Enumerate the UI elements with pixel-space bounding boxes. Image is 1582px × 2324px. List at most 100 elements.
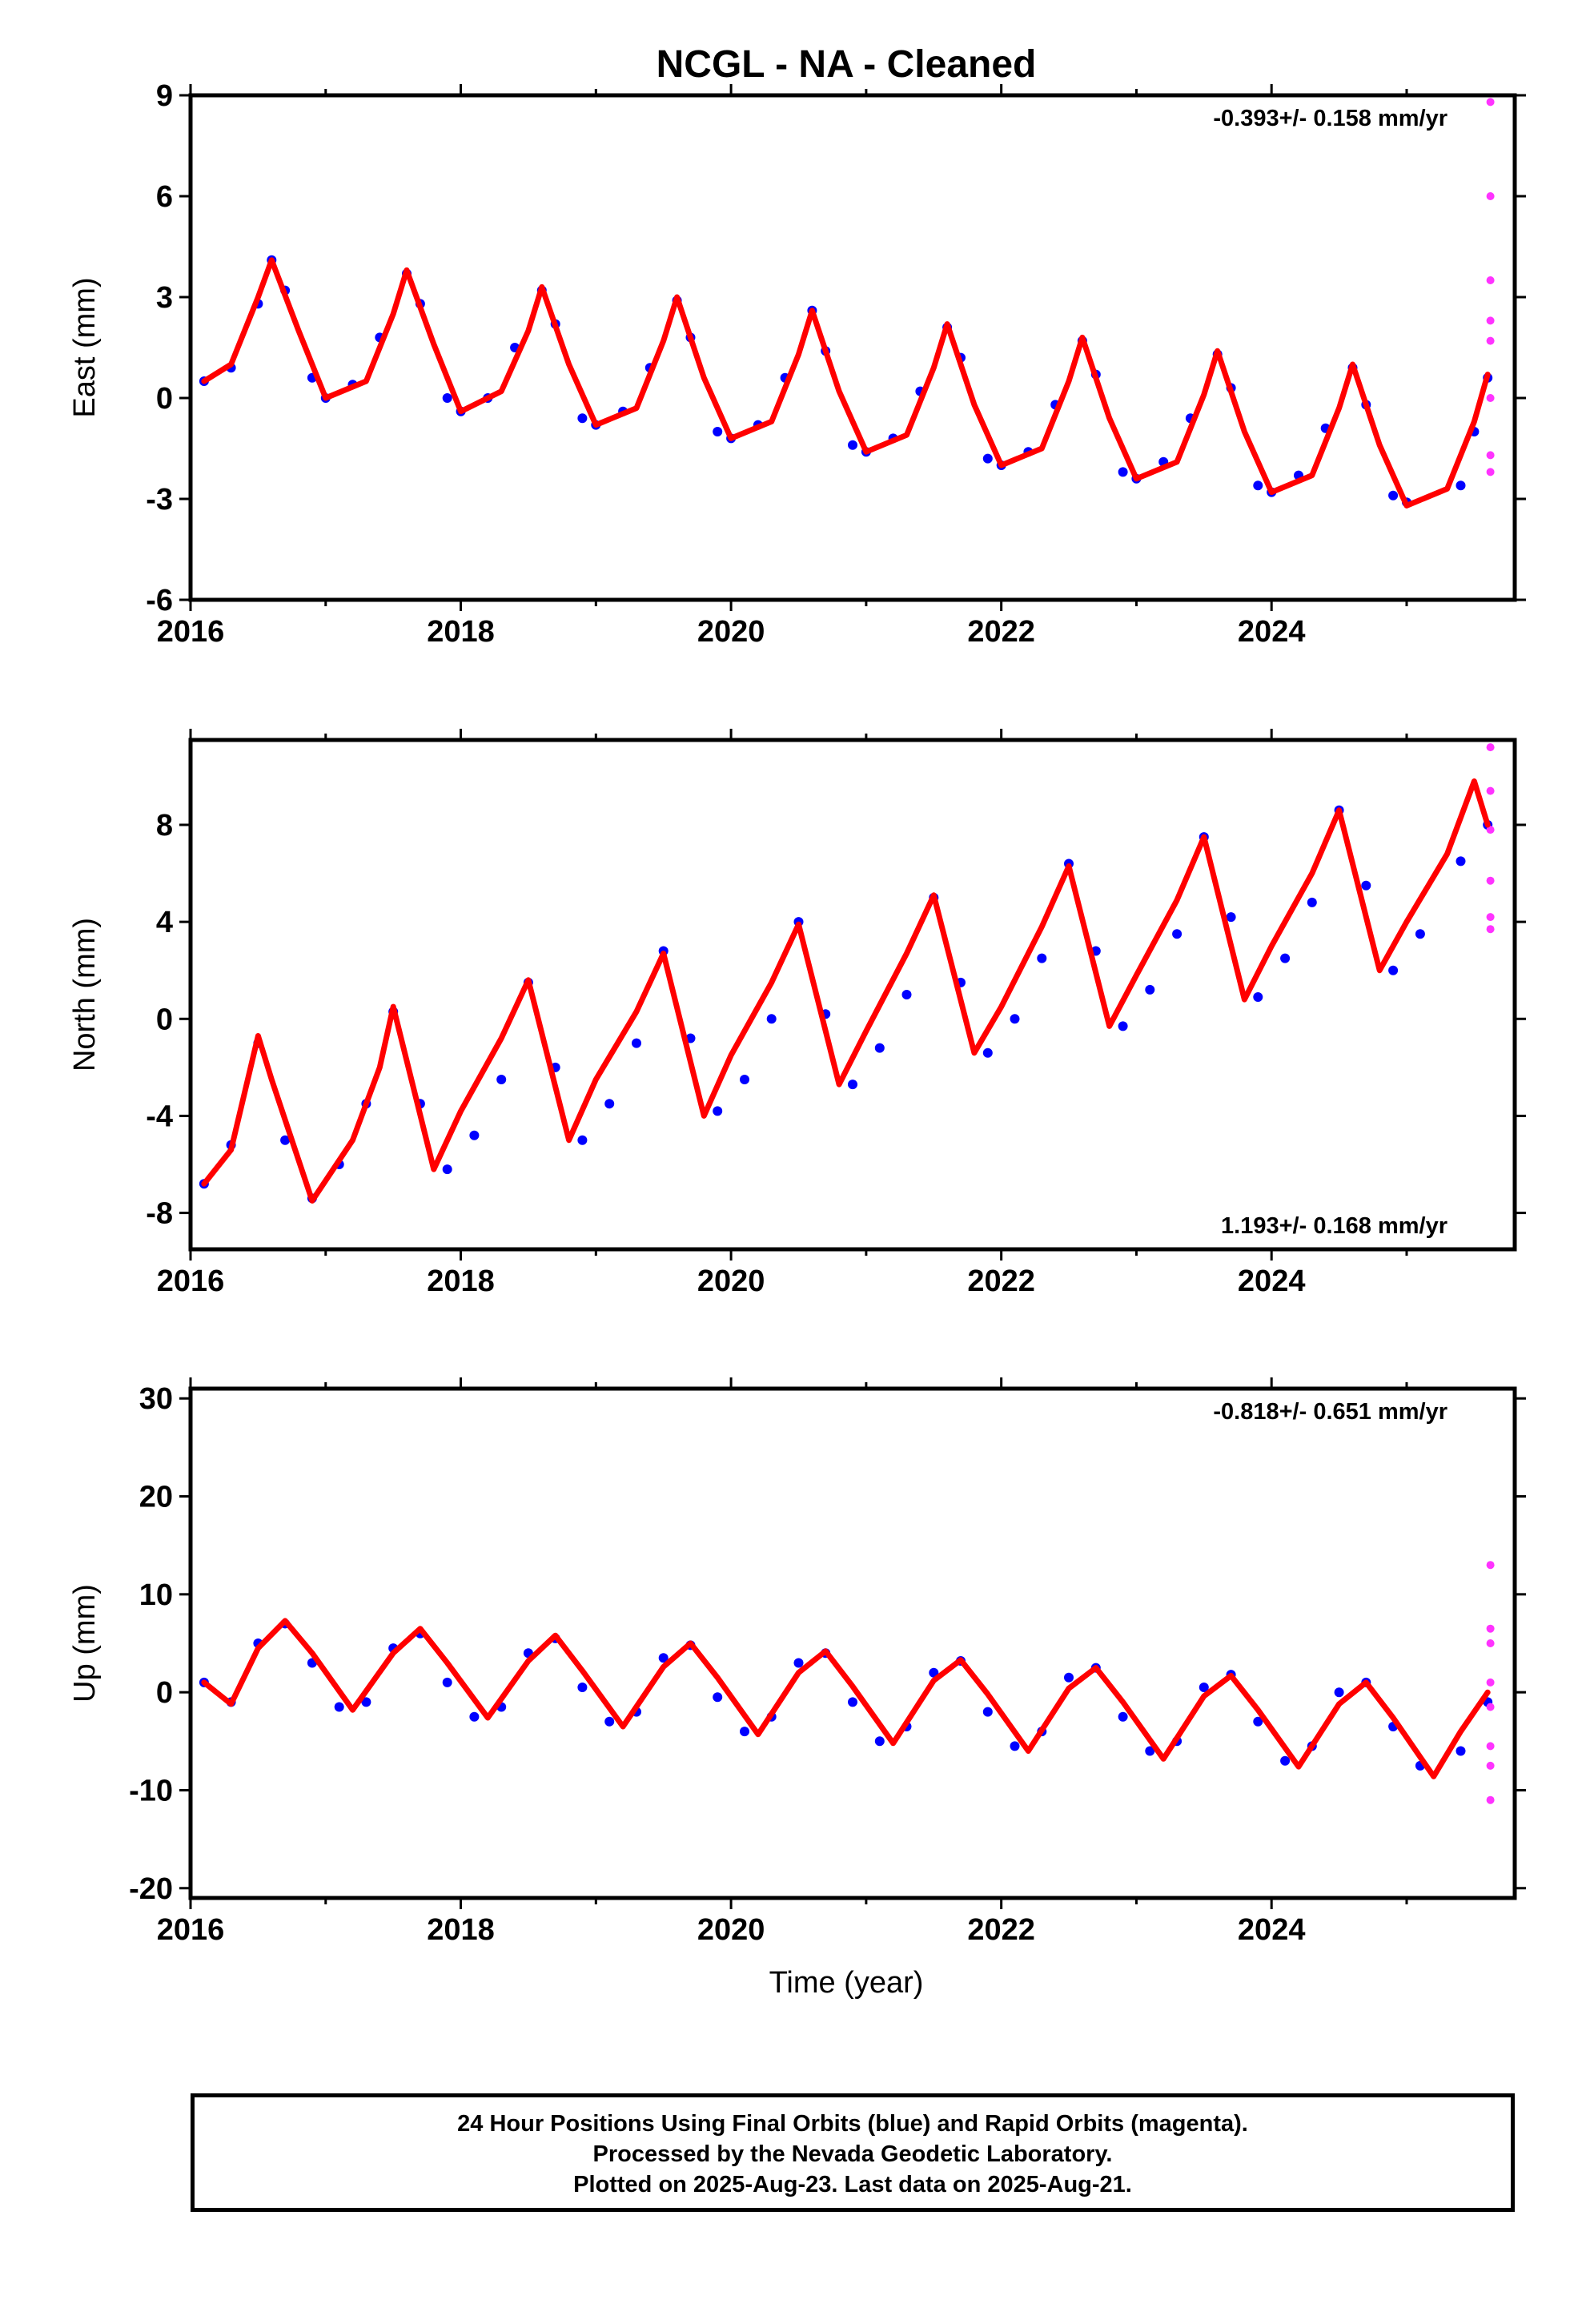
x-tick-label: 2020 [697,615,765,649]
final-orbit-point [1037,953,1047,963]
rapid-orbit-point [1486,826,1495,834]
rapid-orbit-point [1486,1678,1495,1687]
final-orbit-point [1280,953,1291,963]
final-orbit-point [901,990,912,999]
rapid-orbit-point [1486,913,1495,922]
final-orbit-point [1064,1672,1074,1683]
final-orbit-point [740,1727,749,1737]
final-orbit-point [1118,1021,1128,1031]
panel-1: 2016 2018 2020 2022 2024 9 6 3 0 -3 -6 East (mm) -0.… [68,79,1526,649]
y-tick-label: -20 [129,1872,173,1906]
caption-line-2: Processed by the Nevada Geodetic Laborat… [592,2141,1113,2167]
x-tick-label: 2016 [157,1265,225,1298]
final-orbit-point [1280,1755,1291,1766]
y-tick-label: 6 [156,180,173,214]
final-orbit-point [1388,965,1399,975]
panel-2: 2016 2018 2020 2022 2024 8 4 0 -4 -8 North (mm) 1.1… [68,729,1526,1298]
final-orbit-point [604,1716,615,1727]
y-tick-label: 4 [156,906,173,939]
final-orbit-point [1307,897,1317,907]
y-tick-label: -6 [146,584,173,617]
rapid-orbit-point [1486,1561,1495,1570]
y-axis-label: East (mm) [68,277,102,417]
final-orbit-point [929,1667,939,1678]
final-orbit-point [1253,992,1263,1002]
final-orbit-point [982,453,993,464]
y-tick-label: -8 [146,1197,173,1231]
final-orbit-point [658,1653,669,1663]
y-tick-label: 0 [156,1003,173,1036]
model-curve [201,778,1491,1204]
rapid-orbit-point [1486,394,1495,402]
final-orbit-point [1118,1711,1128,1722]
final-orbit-point [848,1697,857,1707]
final-orbit-point [469,1130,480,1140]
final-orbit-point [1456,480,1466,491]
rapid-orbit-point [1486,192,1495,200]
rapid-orbit-point [1486,1624,1495,1633]
final-orbit-point [740,1075,749,1084]
y-axis-label: North (mm) [68,918,102,1072]
y-tick-label: 3 [156,281,173,315]
final-orbit-point [442,1164,452,1175]
final-orbit-point [1172,929,1182,939]
x-axis-label: Time (year) [769,1966,924,2000]
final-orbit-point [469,1711,480,1722]
x-tick-label: 2018 [427,1265,495,1298]
final-orbit-point [874,1736,885,1747]
final-orbit-point [982,1707,993,1717]
x-tick-label: 2020 [697,1913,765,1947]
y-tick-label: 30 [139,1382,173,1416]
model-curve [201,1618,1491,1779]
rapid-orbit-point [1486,1703,1495,1711]
x-tick-label: 2020 [697,1265,765,1298]
x-tick-label: 2016 [157,615,225,649]
x-tick-label: 2024 [1238,615,1306,649]
rapid-orbit-point [1486,468,1495,476]
final-orbit-point [632,1038,641,1048]
x-tick-label: 2018 [427,615,495,649]
rate-annotation: -0.393+/- 0.158 mm/yr [1213,106,1447,131]
final-orbit-point [1118,467,1128,477]
final-orbit-point [280,1135,291,1145]
x-tick-label: 2022 [967,1265,1035,1298]
final-orbit-point [848,440,857,450]
final-orbit-point [713,1692,723,1703]
y-tick-label: -10 [129,1774,173,1807]
rapid-orbit-point [1486,1795,1495,1804]
y-tick-label: 8 [156,809,173,842]
final-orbit-point [713,427,723,436]
chart-title: NCGL - NA - Cleaned [656,43,1037,86]
final-orbit-point [361,1697,371,1707]
rate-annotation: 1.193+/- 0.168 mm/yr [1221,1213,1447,1239]
final-orbit-point [713,1106,723,1116]
plot-frame [188,738,1517,1252]
final-orbit-point [1253,480,1263,491]
panel-3: 2016 2018 2020 2022 2024 30 20 10 0 -10 -20 Up (mm)… [68,1377,1526,1947]
final-orbit-point [848,1080,857,1090]
final-orbit-point [1145,984,1155,995]
caption-line-1: 24 Hour Positions Using Final Orbits (bl… [457,2111,1248,2137]
plot-frame [188,1386,1517,1900]
x-tick-label: 2024 [1238,1265,1306,1298]
final-orbit-point [442,393,452,403]
final-orbit-point [1334,1687,1344,1698]
y-axis-label: Up (mm) [68,1584,102,1703]
final-orbit-point [1456,1746,1466,1756]
final-orbit-point [982,1047,993,1058]
final-orbit-point [577,1135,588,1145]
rapid-orbit-point [1486,451,1495,460]
final-orbit-point [442,1677,452,1687]
final-orbit-point [1456,856,1466,866]
final-orbit-point [1145,1746,1155,1756]
x-tick-label: 2016 [157,1913,225,1947]
caption-line-3: Plotted on 2025-Aug-23. Last data on 202… [573,2172,1132,2197]
final-orbit-point [496,1075,507,1084]
plot-frame [188,93,1517,602]
x-tick-label: 2022 [967,1913,1035,1947]
final-orbit-point [1388,490,1399,501]
rapid-orbit-point [1486,786,1495,795]
caption-box: 24 Hour Positions Using Final Orbits (bl… [191,2093,1515,2212]
rapid-orbit-point [1486,925,1495,934]
